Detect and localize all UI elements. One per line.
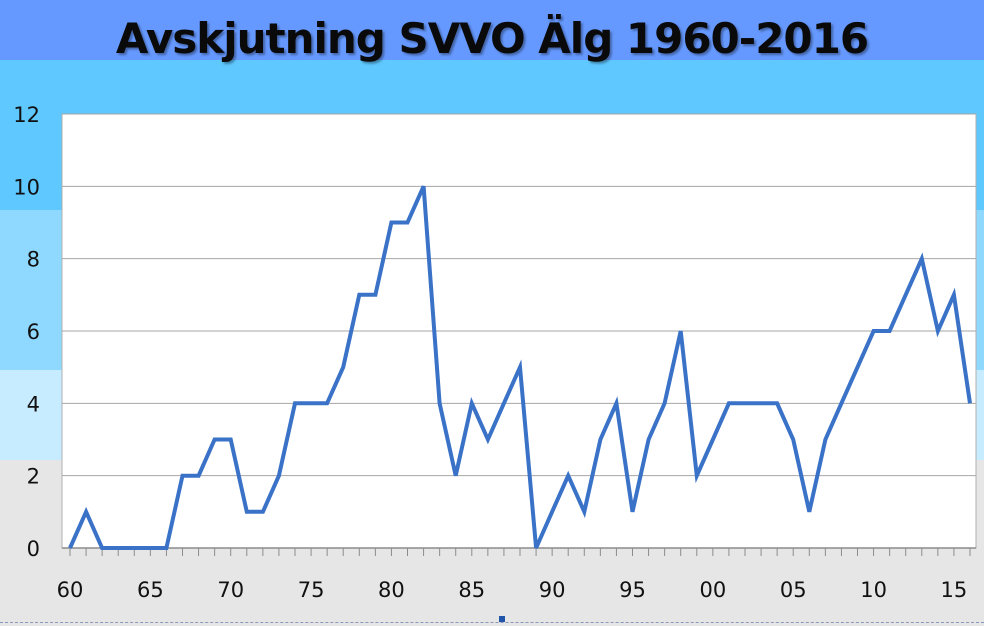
x-tick-label: 15 — [941, 578, 968, 602]
x-axis-tick-labels: 60 65 70 75 80 85 90 95 00 05 10 15 — [57, 578, 968, 602]
x-tick-label: 85 — [458, 578, 485, 602]
x-axis — [62, 547, 976, 556]
selection-border — [0, 622, 984, 623]
y-axis-tick-labels: 0 2 4 6 8 10 12 — [13, 103, 40, 561]
x-tick-label: 95 — [619, 578, 646, 602]
x-tick-label: 00 — [699, 578, 726, 602]
y-tick-label: 0 — [27, 537, 40, 561]
x-tick-label: 75 — [298, 578, 325, 602]
y-tick-label: 6 — [27, 320, 40, 344]
x-tick-label: 60 — [57, 578, 84, 602]
x-tick-label: 90 — [539, 578, 566, 602]
series-line — [68, 185, 972, 550]
slide-title: Avskjutning SVVO Älg 1960-2016 — [115, 14, 869, 63]
y-tick-label: 10 — [13, 175, 40, 199]
resize-handle[interactable] — [499, 616, 505, 622]
y-tick-label: 2 — [27, 465, 40, 489]
x-tick-label: 70 — [217, 578, 244, 602]
x-tick-label: 65 — [137, 578, 164, 602]
y-tick-label: 12 — [13, 103, 40, 127]
y-tick-label: 4 — [27, 392, 40, 416]
x-tick-label: 80 — [378, 578, 405, 602]
x-tick-label: 10 — [860, 578, 887, 602]
gridlines — [62, 113, 976, 477]
x-tick-label: 05 — [780, 578, 807, 602]
y-tick-label: 8 — [27, 248, 40, 272]
